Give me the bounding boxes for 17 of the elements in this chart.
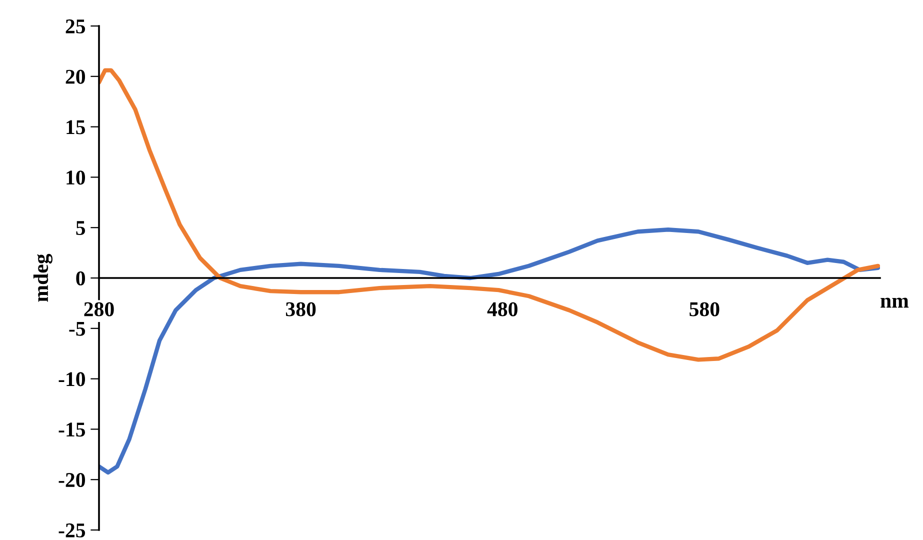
- y-axis-title: mdeg: [33, 254, 52, 302]
- x-tick-label: 380: [286, 302, 316, 316]
- y-tick-label: -10: [58, 372, 86, 386]
- x-axis-title: nm: [880, 298, 909, 308]
- y-tick-label: 20: [66, 70, 86, 84]
- y-tick-label: 15: [66, 120, 86, 134]
- y-tick-label: 25: [66, 19, 86, 34]
- x-tick-label: 480: [487, 302, 518, 316]
- x-tick-label: 580: [690, 302, 720, 316]
- y-tick-label: 10: [66, 170, 86, 185]
- y-tick-label: 0: [76, 271, 86, 286]
- y-tick-label: 5: [76, 221, 86, 236]
- y-tick-label: -15: [58, 422, 86, 437]
- y-tick-label: -20: [58, 472, 86, 488]
- x-tick-label: 280: [84, 302, 114, 316]
- y-tick-label: -5: [69, 322, 86, 336]
- y-tick-label: -25: [58, 523, 86, 538]
